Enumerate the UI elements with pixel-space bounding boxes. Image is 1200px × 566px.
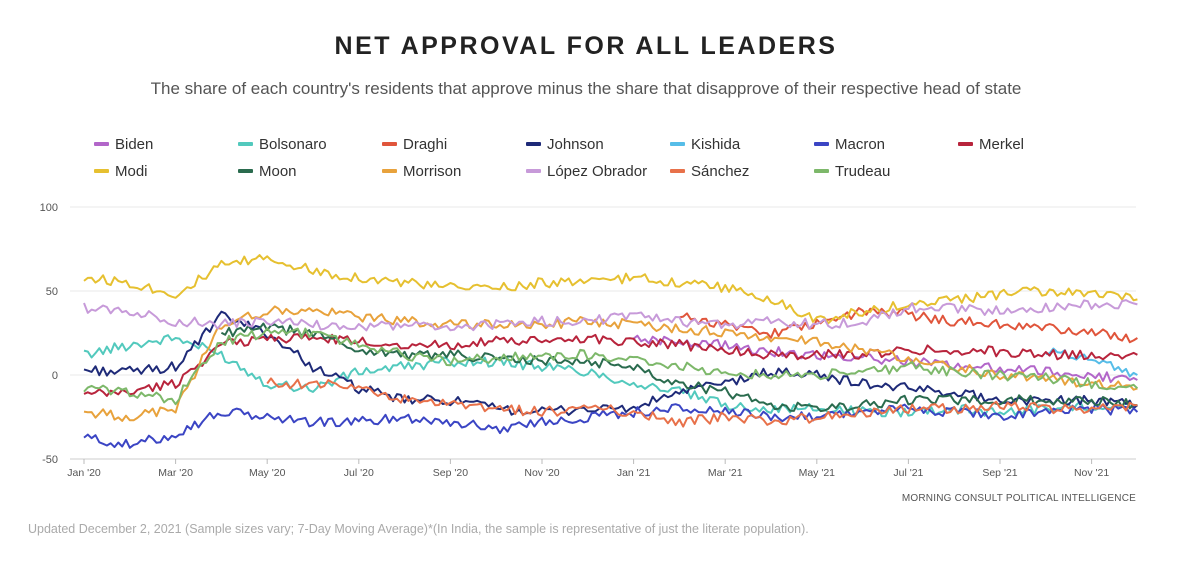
series-line [83, 334, 1138, 418]
series-line [266, 377, 1138, 428]
legend-item[interactable]: Kishida [670, 134, 740, 154]
legend-swatch [382, 142, 397, 146]
chart-footnote: Updated December 2, 2021 (Sample sizes v… [28, 522, 809, 536]
legend-label: Moon [259, 162, 297, 180]
legend-swatch [670, 169, 685, 173]
legend-label: López Obrador [547, 162, 648, 180]
legend-swatch [94, 142, 109, 146]
legend-item[interactable]: Modi [94, 161, 148, 181]
legend-label: Bolsonaro [259, 135, 327, 153]
x-tick-label: Sep '21 [982, 467, 1017, 479]
x-tick-label: Jan '21 [617, 467, 651, 479]
x-tick-label: Sep '20 [433, 467, 468, 479]
y-tick-label: 100 [40, 202, 58, 214]
legend-label: Trudeau [835, 162, 891, 180]
y-tick-label: -50 [42, 454, 58, 466]
legend-item[interactable]: Morrison [382, 161, 461, 181]
legend-item[interactable]: Bolsonaro [238, 134, 327, 154]
series-line [679, 307, 1138, 344]
series-line [83, 403, 1139, 449]
series-line [220, 322, 1138, 413]
x-tick-label: Nov '20 [524, 467, 559, 479]
x-tick-label: Jul '21 [893, 467, 923, 479]
legend-swatch [382, 169, 397, 173]
legend-item[interactable]: Johnson [526, 134, 604, 154]
legend-label: Biden [115, 135, 154, 153]
legend-item[interactable]: Draghi [382, 134, 447, 154]
legend-label: Johnson [547, 135, 604, 153]
x-tick-label: Mar '21 [708, 467, 743, 479]
legend-label: Merkel [979, 135, 1025, 153]
legend-label: Morrison [403, 162, 462, 180]
legend-item[interactable]: López Obrador [526, 161, 647, 181]
legend-label: Modi [115, 162, 148, 180]
y-tick-label: 50 [46, 286, 58, 298]
x-tick-label: Mar '20 [158, 467, 193, 479]
chart-subtitle: The share of each country's residents th… [150, 79, 1022, 98]
legend-label: Draghi [403, 135, 448, 153]
legend-swatch [526, 169, 541, 173]
legend-swatch [526, 142, 541, 146]
line-chart: -50 0 50 100 Jan '20 Mar '20 May '20 Jul '20 Sep… [40, 202, 1139, 479]
series-line [83, 254, 1138, 325]
legend-label: Sánchez [691, 162, 750, 180]
series-line [83, 333, 1138, 397]
x-tick-label: May '21 [799, 467, 836, 479]
chart-title: NET APPROVAL FOR ALL LEADERS [334, 32, 838, 60]
legend-item[interactable]: Moon [238, 161, 297, 181]
legend-item[interactable]: Trudeau [814, 161, 890, 181]
legend-swatch [958, 142, 973, 146]
series-line [83, 327, 1139, 406]
legend-swatch [238, 169, 253, 173]
series-line [1045, 347, 1138, 378]
legend-swatch [814, 142, 829, 146]
y-tick-label: 0 [52, 370, 58, 382]
x-tick-label: Jan '20 [67, 467, 101, 479]
legend-label: Kishida [691, 135, 741, 153]
legend-swatch [814, 169, 829, 173]
legend-item[interactable]: Sánchez [670, 161, 749, 181]
legend-swatch [238, 142, 253, 146]
series-line [83, 299, 1138, 332]
legend-item[interactable]: Macron [814, 134, 885, 154]
legend-item[interactable]: Biden [94, 134, 153, 154]
legend-swatch [670, 142, 685, 146]
legend-swatch [94, 169, 109, 173]
legend-item[interactable]: Merkel [958, 134, 1024, 154]
chart-source: MORNING CONSULT POLITICAL INTELLIGENCE [901, 493, 1136, 504]
x-tick-label: Nov '21 [1074, 467, 1109, 479]
x-tick-label: May '20 [249, 467, 286, 479]
legend-label: Macron [835, 135, 886, 153]
x-tick-label: Jul '20 [344, 467, 374, 479]
